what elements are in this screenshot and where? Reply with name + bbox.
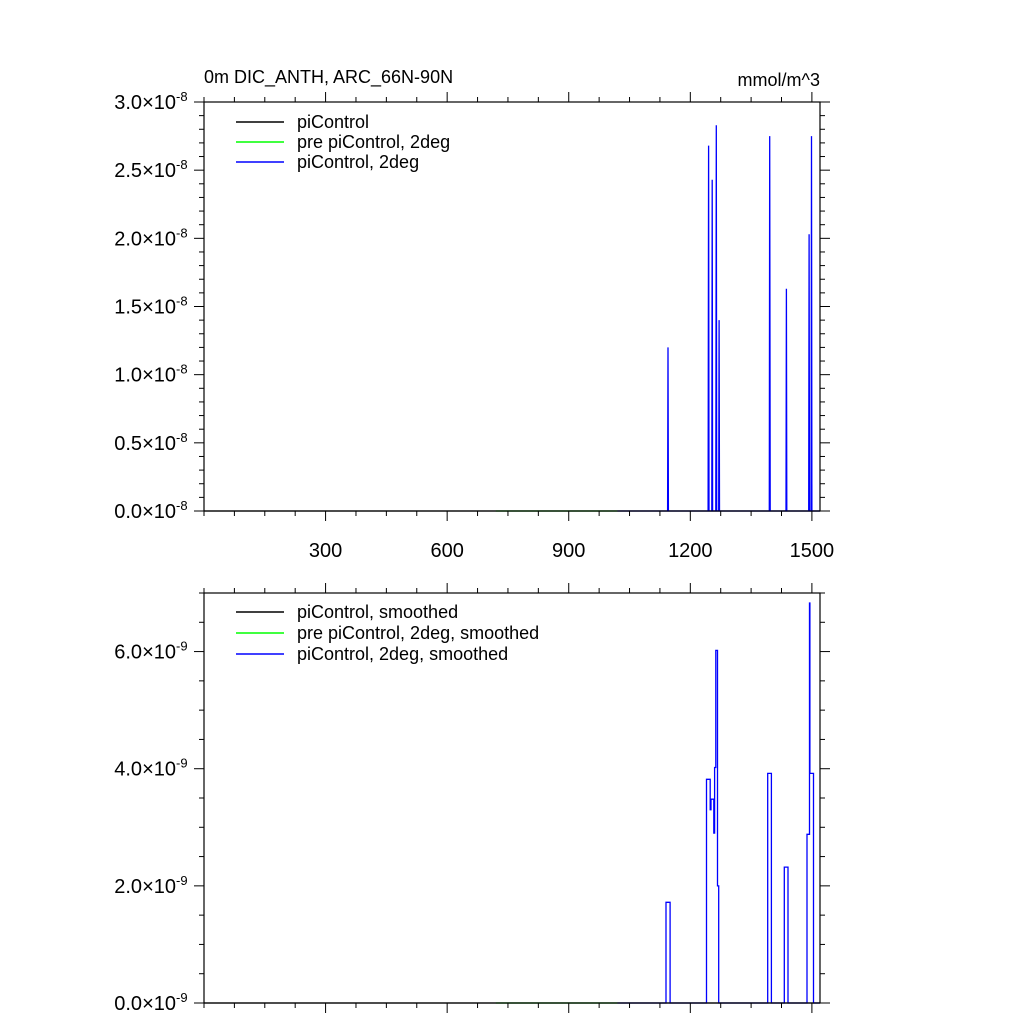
y-tick-exponent: -9 bbox=[176, 756, 188, 771]
y-tick-label: 2.0×10 bbox=[114, 876, 176, 898]
y-tick-exponent: -8 bbox=[176, 294, 188, 309]
y-tick-exponent: -8 bbox=[176, 430, 188, 445]
y-tick-label: 2.5×10 bbox=[114, 160, 176, 182]
y-tick-exponent: -8 bbox=[176, 225, 188, 240]
x-tick-label: 1500 bbox=[790, 540, 835, 562]
y-tick-label: 1.5×10 bbox=[114, 297, 176, 319]
series-line-2 bbox=[617, 602, 820, 1004]
y-tick-exponent: -9 bbox=[176, 873, 188, 888]
y-tick-label: 0.0×10 bbox=[114, 993, 176, 1015]
y-tick-exponent: -9 bbox=[176, 639, 188, 654]
y-tick-exponent: -8 bbox=[176, 157, 188, 172]
y-tick-exponent: -8 bbox=[176, 89, 188, 104]
x-tick-label: 300 bbox=[309, 540, 342, 562]
y-tick-label: 1.0×10 bbox=[114, 365, 176, 387]
y-tick-exponent: -8 bbox=[176, 498, 188, 513]
y-tick-exponent: -9 bbox=[176, 990, 188, 1005]
x-tick-label: 900 bbox=[552, 540, 585, 562]
y-tick-label: 3.0×10 bbox=[114, 92, 176, 114]
y-tick-label: 2.0×10 bbox=[114, 228, 176, 250]
y-tick-label: 0.5×10 bbox=[114, 433, 176, 455]
legend-label: piControl, 2deg, smoothed bbox=[297, 644, 508, 664]
y-tick-label: 0.0×10 bbox=[114, 501, 176, 523]
y-tick-label: 4.0×10 bbox=[114, 759, 176, 781]
legend-label: piControl bbox=[297, 112, 369, 132]
x-tick-label: 1200 bbox=[668, 540, 713, 562]
series-group bbox=[204, 125, 820, 512]
units-label: mmol/m^3 bbox=[738, 70, 820, 90]
legend-label: pre piControl, 2deg bbox=[297, 132, 450, 152]
legend-label: piControl, smoothed bbox=[297, 602, 458, 622]
top-panel: 0m DIC_ANTH, ARC_66N-90N mmol/m^3 300 600… bbox=[114, 67, 834, 562]
chart-title: 0m DIC_ANTH, ARC_66N-90N bbox=[204, 67, 453, 88]
bottom-panel: 0.0×10 -92.0×10 -94.0×10 -96.0×10 -9piContro… bbox=[114, 583, 830, 1015]
legend-label: piControl, 2deg bbox=[297, 152, 419, 172]
legend-label: pre piControl, 2deg, smoothed bbox=[297, 623, 539, 643]
y-tick-label: 6.0×10 bbox=[114, 642, 176, 664]
y-tick-exponent: -8 bbox=[176, 362, 188, 377]
x-tick-label: 600 bbox=[430, 540, 463, 562]
series-line-2 bbox=[617, 125, 820, 512]
